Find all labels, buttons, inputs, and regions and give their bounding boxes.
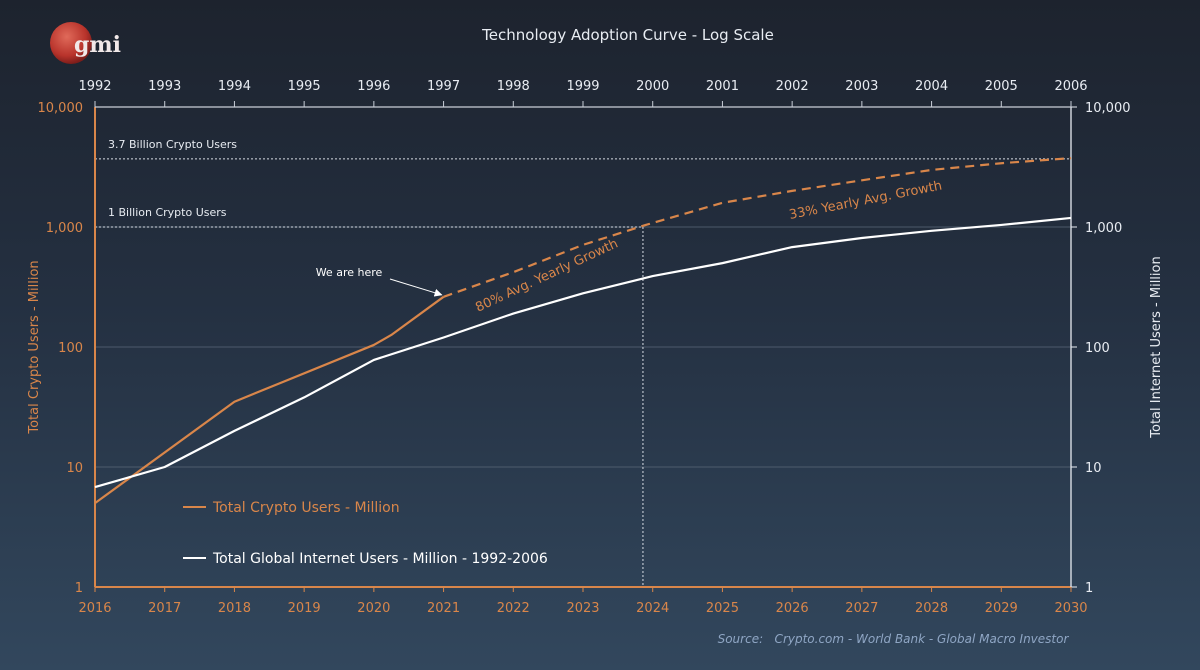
x-top-tick-label: 2002	[776, 79, 809, 94]
x-bottom-tick-label: 2027	[845, 601, 878, 616]
x-bottom-tick-label: 2019	[288, 601, 321, 616]
x-bottom-tick-label: 2018	[218, 601, 251, 616]
legend: Total Crypto Users - Million Total Global…	[183, 500, 548, 567]
y-left-tick-label: 1	[75, 581, 83, 596]
x-top-tick-label: 2003	[845, 79, 878, 94]
x-top-tick-label: 1999	[566, 79, 599, 94]
y-left-tick-label: 100	[58, 341, 83, 356]
legend-item-crypto: Total Crypto Users - Million	[212, 500, 400, 516]
x-top-tick-label: 1996	[357, 79, 390, 94]
x-bottom-tick-label: 2024	[636, 601, 669, 616]
y-right-tick-label: 100	[1085, 341, 1110, 356]
x-bottom-tick-label: 2021	[427, 601, 460, 616]
y-right-tick-label: 10,000	[1085, 101, 1131, 116]
y-left-tick-label: 10,000	[38, 101, 84, 116]
x-bottom-tick-label: 2030	[1054, 601, 1087, 616]
x-top-tick-label: 2000	[636, 79, 669, 94]
gmi-logo: gmi	[50, 22, 121, 64]
y-left-tick-label: 1,000	[46, 221, 83, 236]
y-left-tick-label: 10	[66, 461, 83, 476]
x-bottom-tick-label: 2029	[985, 601, 1018, 616]
x-bottom-tick-label: 2025	[706, 601, 739, 616]
y-right-axis-label: Total Internet Users - Million	[1149, 256, 1164, 438]
x-top-tick-label: 2006	[1054, 79, 1087, 94]
reference-line-label: 1 Billion Crypto Users	[108, 206, 227, 219]
source-note: Source: Crypto.com - World Bank - Global…	[718, 632, 1070, 646]
x-bottom-tick-label: 2016	[78, 601, 111, 616]
x-top-tick-label: 2001	[706, 79, 739, 94]
y-right-tick-label: 10	[1085, 461, 1102, 476]
growth-annotation-33: 33% Yearly Avg. Growth	[788, 179, 943, 223]
x-bottom-tick-label: 2020	[357, 601, 390, 616]
x-bottom-tick-label: 2017	[148, 601, 181, 616]
x-top-tick-label: 1995	[288, 79, 321, 94]
x-bottom-tick-label: 2023	[566, 601, 599, 616]
we-are-here-annotation: We are here	[316, 266, 383, 279]
y-right-tick-label: 1,000	[1085, 221, 1122, 236]
legend-item-internet: Total Global Internet Users - Million - …	[212, 551, 548, 567]
x-top-tick-label: 1992	[78, 79, 111, 94]
x-top-tick-label: 1997	[427, 79, 460, 94]
x-top-tick-label: 1993	[148, 79, 181, 94]
reference-line-label: 3.7 Billion Crypto Users	[108, 138, 237, 151]
x-bottom-tick-label: 2022	[497, 601, 530, 616]
y-left-axis-label: Total Crypto Users - Million	[27, 260, 42, 434]
x-top-tick-label: 2005	[985, 79, 1018, 94]
x-bottom-tick-label: 2028	[915, 601, 948, 616]
x-top-tick-label: 2004	[915, 79, 948, 94]
x-top-tick-label: 1998	[497, 79, 530, 94]
y-right-tick-label: 1	[1085, 581, 1093, 596]
svg-text:gmi: gmi	[74, 32, 121, 58]
crypto-users-projection-line	[443, 157, 1072, 298]
chart-title: Technology Adoption Curve - Log Scale	[481, 26, 774, 44]
x-top-tick-label: 1994	[218, 79, 251, 94]
x-bottom-tick-label: 2026	[776, 601, 809, 616]
annotation-arrow	[389, 278, 443, 297]
